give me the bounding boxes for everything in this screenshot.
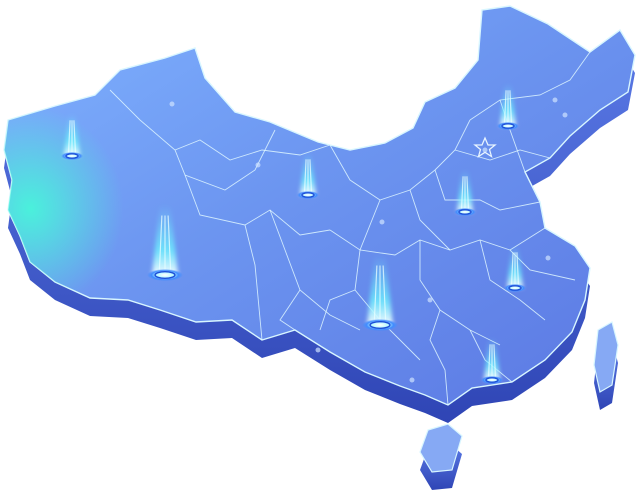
province-boundaries xyxy=(109,51,591,406)
marker-guangdong xyxy=(481,338,503,384)
marker-heilongjiang xyxy=(497,84,519,130)
marker-jiangsu xyxy=(504,246,526,292)
marker-gansu xyxy=(297,153,319,199)
marker-hebei xyxy=(454,170,476,216)
star-icon xyxy=(473,136,497,158)
beacon-layer xyxy=(61,84,526,384)
marker-sichuan xyxy=(362,255,398,331)
marker-tibet xyxy=(147,205,183,281)
taiwan-island xyxy=(593,321,619,393)
map-surface xyxy=(3,5,636,473)
hainan-island xyxy=(419,423,463,473)
marker-xinjiang xyxy=(61,114,83,160)
city-dots xyxy=(169,97,568,383)
